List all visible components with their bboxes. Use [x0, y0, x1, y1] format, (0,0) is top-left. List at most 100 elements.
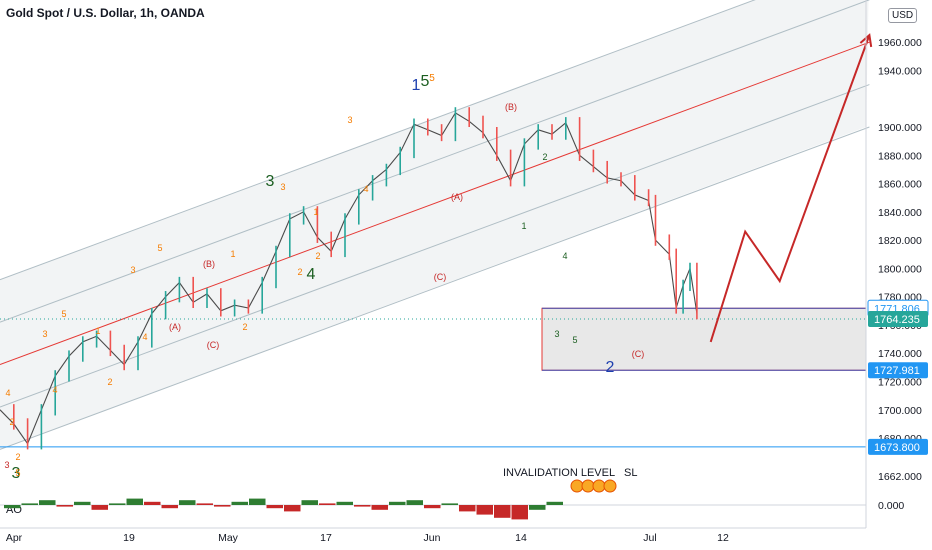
price-tag-label: 1764.235 — [874, 314, 920, 326]
wave-label: 1 — [230, 249, 235, 259]
wave-label: (B) — [203, 259, 215, 269]
projection-arrowhead — [859, 33, 873, 48]
price-axis-tick: 1900.000 — [878, 122, 922, 134]
wave-label: 5 — [157, 243, 162, 253]
wave-label: (B) — [505, 102, 517, 112]
ao-bar — [231, 501, 248, 505]
channel-line — [0, 0, 870, 323]
ao-bar — [266, 505, 283, 509]
wave-label: 4 — [142, 332, 147, 342]
ao-axis-tick: 0.000 — [878, 500, 904, 512]
wave-label: 4 — [307, 266, 316, 283]
coin-icon — [603, 479, 617, 493]
wave-label: 5 — [429, 73, 435, 84]
wave-label: 2 — [242, 322, 247, 332]
channel-midline — [0, 41, 870, 366]
wave-label: 2 — [315, 251, 320, 261]
ao-bar — [39, 500, 56, 505]
wave-label: 3 — [130, 265, 135, 275]
wave-label: 5 — [421, 73, 430, 90]
coin-icon — [581, 479, 595, 493]
ao-bar — [511, 505, 528, 520]
wave-label: (C) — [434, 272, 447, 282]
ao-bar — [529, 505, 546, 510]
time-axis-tick: Jul — [643, 532, 656, 544]
ao-bar — [126, 498, 143, 505]
ao-bar — [56, 505, 73, 507]
price-axis-tick: 1700.000 — [878, 405, 922, 417]
wave-label: 1 — [95, 326, 100, 336]
ao-bar — [459, 505, 476, 512]
wave-label: 5 — [61, 309, 66, 319]
wave-label: 4 — [52, 385, 57, 395]
time-axis-tick: Apr — [6, 532, 23, 544]
invalidation-label: INVALIDATION LEVEL — [503, 467, 615, 479]
ao-bar — [301, 500, 318, 505]
wave-label: 2 — [542, 152, 547, 162]
wave-label: 2 — [15, 452, 20, 462]
ao-bar — [441, 503, 458, 505]
ao-bar — [354, 505, 371, 507]
wave-label: 3 — [4, 460, 9, 470]
price-axis-tick: 1720.000 — [878, 377, 922, 389]
price-axis-tick: 1840.000 — [878, 207, 922, 219]
wave-label: 2 — [9, 417, 14, 427]
wave-label: 1 — [313, 207, 318, 217]
price-axis-tick: 1800.000 — [878, 263, 922, 275]
price-tag-label: 1673.800 — [874, 442, 920, 454]
time-axis-tick: May — [218, 532, 239, 544]
ao-bar — [476, 505, 493, 515]
price-tag-label: 1727.981 — [874, 365, 920, 377]
ao-bar — [4, 505, 21, 509]
wave-label: 1 — [412, 77, 421, 94]
ao-bar — [161, 505, 178, 509]
wave-label: 3 — [266, 173, 275, 190]
ao-bar — [424, 505, 441, 509]
price-series-line — [0, 112, 698, 445]
time-axis-tick: 17 — [320, 532, 332, 544]
price-axis-tick: 1880.000 — [878, 150, 922, 162]
time-axis-tick: Jun — [424, 532, 441, 544]
wave-label: 5 — [572, 335, 577, 345]
currency-badge[interactable]: USD — [888, 8, 918, 23]
time-axis-tick: 19 — [123, 532, 135, 544]
wave-label: 1 — [521, 221, 526, 231]
ao-bar — [196, 503, 213, 505]
ao-bar — [319, 503, 336, 505]
ao-bar — [109, 503, 126, 505]
channel-line — [0, 0, 756, 281]
time-axis-tick: 12 — [717, 532, 729, 544]
price-tag — [868, 310, 928, 327]
wave-label: (C) — [207, 340, 220, 350]
target-zone-box — [541, 307, 867, 371]
ao-bar — [284, 505, 301, 512]
channel-line — [0, 84, 870, 408]
ao-bar — [91, 505, 108, 510]
wave-label: 3 — [42, 329, 47, 339]
wave-label: 3 — [554, 329, 559, 339]
price-axis-tick: 1820.000 — [878, 235, 922, 247]
ao-bar — [336, 501, 353, 505]
price-tag — [868, 438, 928, 455]
wave-label: 4 — [562, 251, 567, 261]
wave-label: 4 — [363, 184, 368, 194]
ao-bar — [371, 505, 388, 510]
price-tag — [868, 362, 928, 379]
wave-label: 4 — [5, 388, 10, 398]
wave-label: 5 — [15, 468, 20, 478]
price-axis-tick: 1860.000 — [878, 179, 922, 191]
price-axis-tick: 1662.000 — [878, 471, 922, 483]
wave-label: 2 — [107, 377, 112, 387]
wave-label: 3 — [280, 182, 285, 192]
sl-label: SL — [624, 467, 637, 479]
channel-line — [0, 126, 870, 450]
ao-bar — [406, 500, 423, 505]
ao-bar — [546, 501, 563, 505]
price-axis-tick: 1740.000 — [878, 348, 922, 360]
wave-label: 3 — [12, 465, 21, 482]
wave-label: (A) — [169, 322, 181, 332]
projection-path — [709, 34, 871, 343]
ao-bar — [214, 505, 231, 507]
coin-icon — [570, 479, 584, 493]
